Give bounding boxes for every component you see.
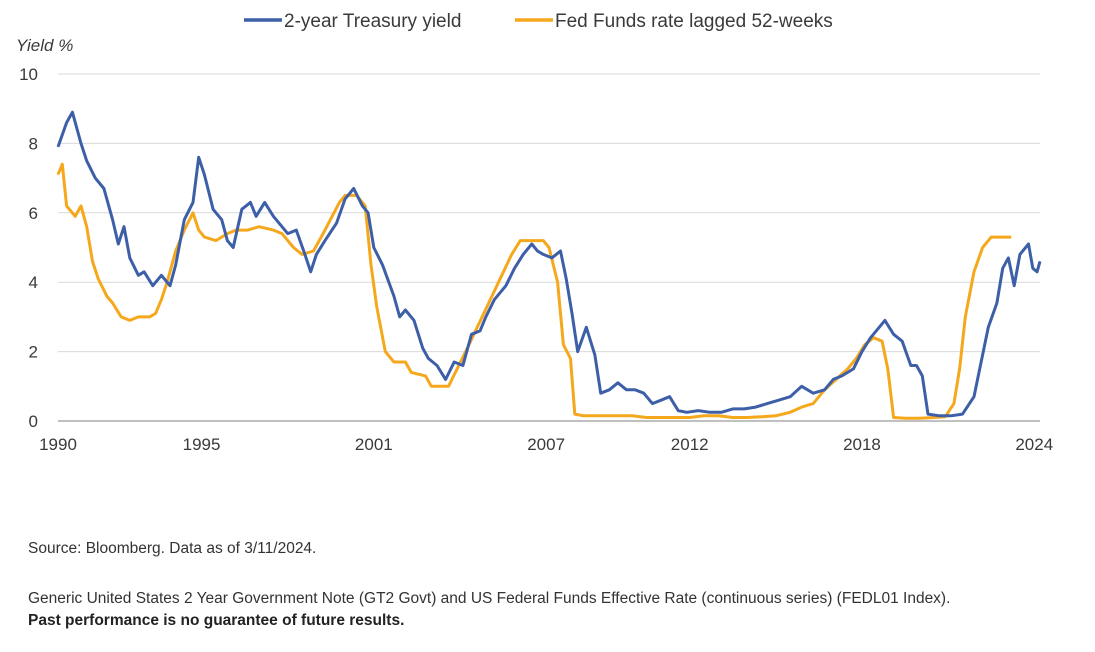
y-tick-label: 0 [29,412,38,431]
series-line-fed-funds-lagged [56,162,1012,420]
legend: 2-year Treasury yield Fed Funds rate lag… [244,11,833,32]
x-tick-label: 1995 [183,435,221,454]
chart-notes: Source: Bloomberg. Data as of 3/11/2024.… [28,538,1088,632]
y-tick-label: 2 [29,343,38,362]
x-tick-label: 2012 [671,435,709,454]
y-axis-ticks: 10 8 6 4 2 0 [19,65,38,431]
description-note: Generic United States 2 Year Government … [28,590,951,607]
x-tick-label: 2001 [355,435,393,454]
x-tick-label: 1990 [39,435,77,454]
x-axis-ticks: 1990 1995 2001 2007 2012 2018 2024 [39,435,1053,454]
x-tick-label: 2007 [527,435,565,454]
disclaimer-note: Past performance is no guarantee of futu… [28,612,405,629]
y-tick-label: 6 [29,204,38,223]
y-tick-label: 10 [19,65,38,84]
source-note: Source: Bloomberg. Data as of 3/11/2024. [28,540,317,557]
x-tick-label: 2024 [1015,435,1053,454]
y-tick-label: 8 [29,134,38,153]
series-line-treasury-2y [56,110,1042,418]
chart: 10 8 6 4 2 0 1990 1995 2001 2007 2012 2018 2024 Yie… [16,11,1053,454]
y-axis-label: Yield % [16,36,73,55]
gridlines [58,73,1040,422]
y-tick-label: 4 [29,273,38,292]
legend-label-treasury: 2-year Treasury yield [284,11,461,32]
x-tick-label: 2018 [843,435,881,454]
legend-label-fedfunds: Fed Funds rate lagged 52-weeks [555,11,833,32]
series-lines [56,110,1042,420]
